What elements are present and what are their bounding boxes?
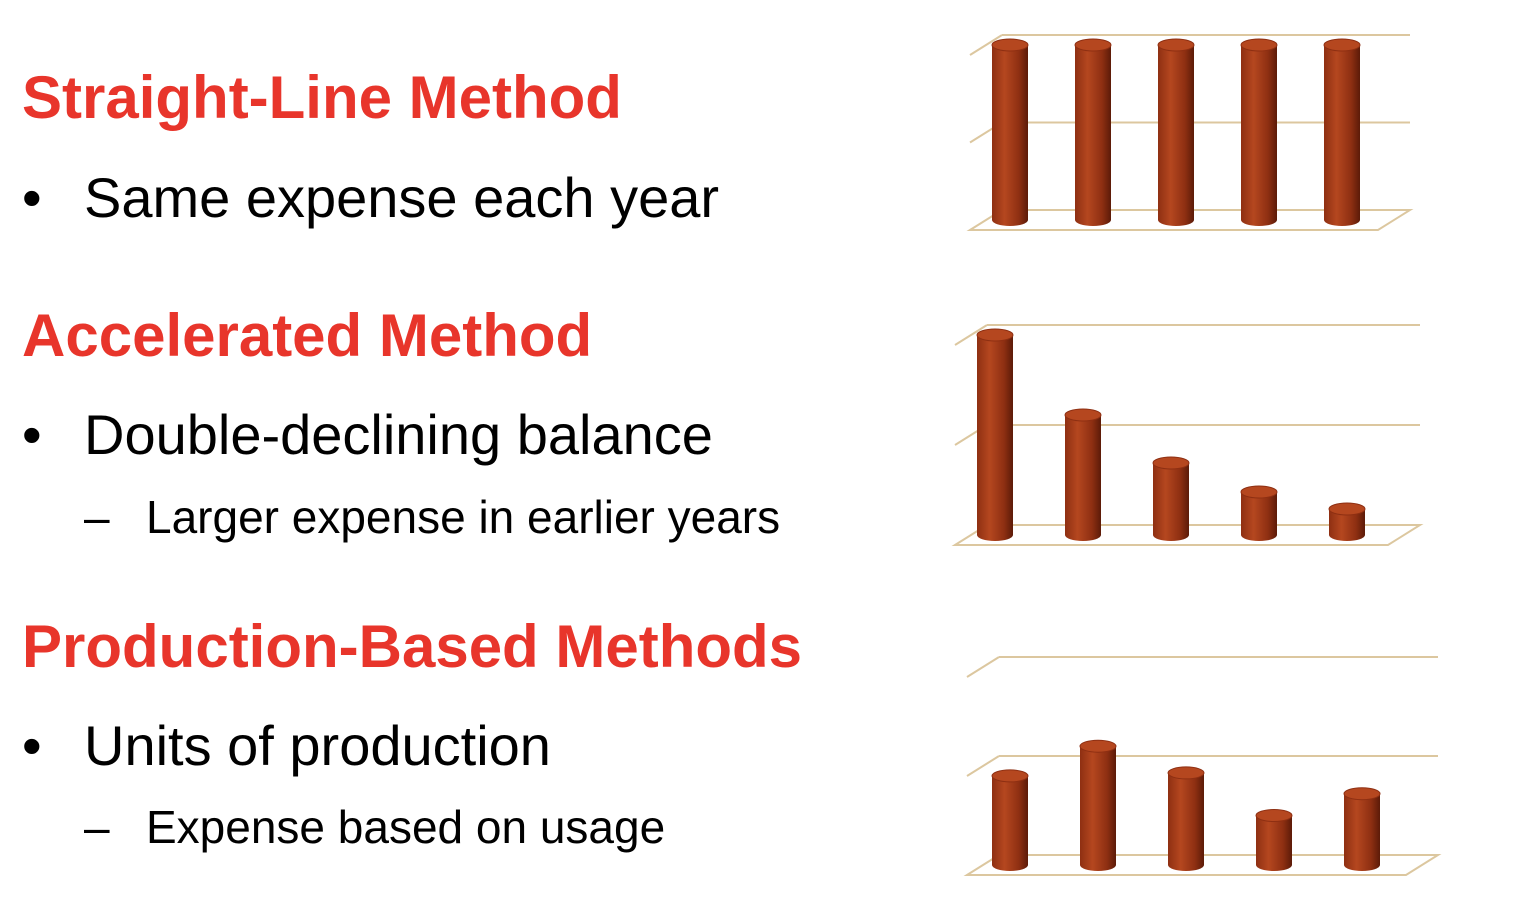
straight-line-chart [966,34,1414,231]
bar-1 [976,328,1014,541]
dash-mark: – [84,491,110,543]
chart-floor [951,524,1424,546]
bullet-text: Double-declining balance [84,403,713,466]
accelerated-chart [951,324,1424,546]
bar-3 [1167,766,1205,871]
bar-2 [1079,739,1117,871]
bullet-text: Units of production [84,714,551,777]
gridline-side [969,34,1003,56]
gridline-side [966,755,1000,777]
bar-2 [1064,408,1102,541]
bar-4 [1240,38,1278,226]
bar-4 [1255,809,1293,871]
production-based-heading: Production-Based Methods [22,613,803,680]
accelerated-sub-bullet: – Larger expense in earlier years [84,494,780,540]
bar-3 [1157,38,1195,226]
accelerated-heading: Accelerated Method [22,302,593,369]
production-based-chart [963,656,1442,876]
bar-5 [1328,502,1366,541]
production-sub-bullet: – Expense based on usage [84,804,665,850]
bullet-mark: • [22,166,42,229]
bar-4 [1240,485,1278,541]
dash-mark: – [84,801,110,853]
bullet-mark: • [22,714,42,777]
bar-1 [991,769,1029,871]
gridline-side [966,656,1000,678]
straight-line-bullet: • Same expense each year [22,170,719,226]
bar-1 [991,38,1029,226]
bar-5 [1323,38,1361,226]
bullet-mark: • [22,403,42,466]
gridline-side [954,324,988,346]
accelerated-bullet: • Double-declining balance [22,407,713,463]
sub-bullet-text: Larger expense in earlier years [146,491,781,543]
bar-2 [1074,38,1112,226]
straight-line-heading: Straight-Line Method [22,64,622,131]
bar-5 [1343,787,1381,871]
chart-floor [966,209,1414,231]
chart-floor [963,854,1442,876]
production-bullet: • Units of production [22,718,551,774]
sub-bullet-text: Expense based on usage [146,801,666,853]
bullet-text: Same expense each year [84,166,720,229]
bar-3 [1152,456,1190,541]
